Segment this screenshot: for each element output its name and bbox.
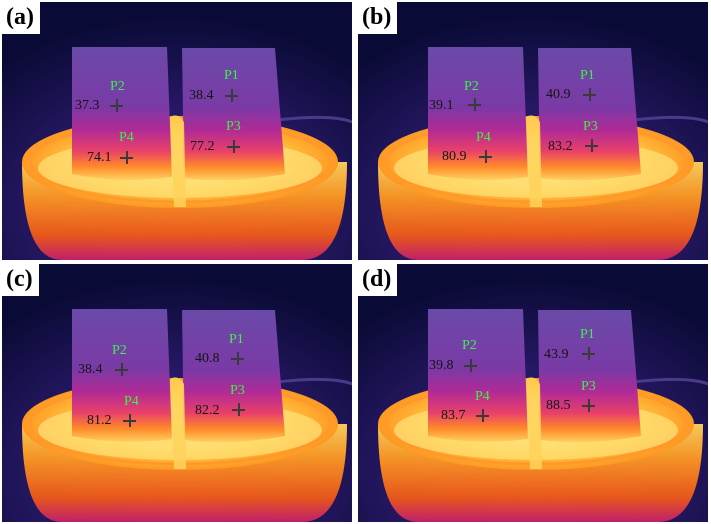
point-value-p2: 39.8: [429, 358, 454, 373]
crosshair-icon: [110, 99, 123, 112]
point-label-p1: P1: [580, 68, 595, 83]
point-value-p1: 43.9: [544, 347, 569, 362]
thermal-image: [2, 264, 352, 522]
point-value-p4: 74.1: [87, 150, 112, 165]
thermal-image: [2, 2, 352, 260]
crosshair-icon: [225, 89, 238, 102]
point-value-p2: 39.1: [429, 98, 454, 113]
crosshair-icon: [479, 150, 492, 163]
point-value-p3: 82.2: [195, 403, 220, 418]
point-value-p4: 81.2: [87, 413, 112, 428]
point-value-p1: 40.8: [195, 351, 220, 366]
point-value-p4: 80.9: [442, 149, 467, 164]
point-label-p4: P4: [476, 130, 491, 145]
point-value-p3: 88.5: [546, 398, 571, 413]
point-label-p2: P2: [462, 338, 477, 353]
point-value-p4: 83.7: [441, 408, 466, 423]
point-value-p1: 40.9: [546, 87, 571, 102]
crosshair-icon: [120, 151, 133, 164]
panel-label: (b): [358, 2, 398, 34]
point-label-p1: P1: [580, 327, 595, 342]
crosshair-icon: [115, 363, 128, 376]
panel-c: (c) P2 38.4 P1 40.8 P4 81.2 P3 82.2: [2, 264, 352, 522]
thermal-image: [358, 2, 708, 260]
point-label-p2: P2: [110, 79, 125, 94]
crosshair-icon: [232, 403, 245, 416]
panel-d: (d) P2 39.8 P1 43.9 P4 83.7 P3 88.5: [358, 264, 708, 522]
point-value-p1: 38.4: [189, 88, 214, 103]
panel-b: (b) P2 39.1 P1 40.9 P4 80.9 P3 83.2: [358, 2, 708, 260]
point-label-p4: P4: [475, 389, 490, 404]
crosshair-icon: [468, 98, 481, 111]
panel-a: (a) P2 37.3 P1 38.4 P4 74.1 P3 77.2: [2, 2, 352, 260]
point-label-p1: P1: [224, 68, 239, 83]
crosshair-icon: [582, 347, 595, 360]
thermal-image: [358, 264, 708, 522]
crosshair-icon: [227, 140, 240, 153]
crosshair-icon: [583, 88, 596, 101]
point-label-p1: P1: [229, 332, 244, 347]
panel-label: (a): [2, 2, 40, 34]
point-label-p2: P2: [464, 79, 479, 94]
crosshair-icon: [464, 359, 477, 372]
point-label-p3: P3: [583, 119, 598, 134]
point-label-p3: P3: [226, 119, 241, 134]
crosshair-icon: [585, 139, 598, 152]
crosshair-icon: [582, 399, 595, 412]
point-value-p2: 38.4: [78, 362, 103, 377]
point-value-p2: 37.3: [75, 98, 100, 113]
crosshair-icon: [123, 414, 136, 427]
point-label-p4: P4: [119, 130, 134, 145]
panel-label: (d): [358, 264, 398, 296]
point-label-p2: P2: [112, 343, 127, 358]
point-label-p3: P3: [581, 379, 596, 394]
panel-label: (c): [2, 264, 39, 296]
crosshair-icon: [476, 409, 489, 422]
point-value-p3: 83.2: [548, 139, 573, 154]
point-label-p4: P4: [124, 394, 139, 409]
crosshair-icon: [231, 352, 244, 365]
point-label-p3: P3: [230, 383, 245, 398]
point-value-p3: 77.2: [190, 139, 215, 154]
